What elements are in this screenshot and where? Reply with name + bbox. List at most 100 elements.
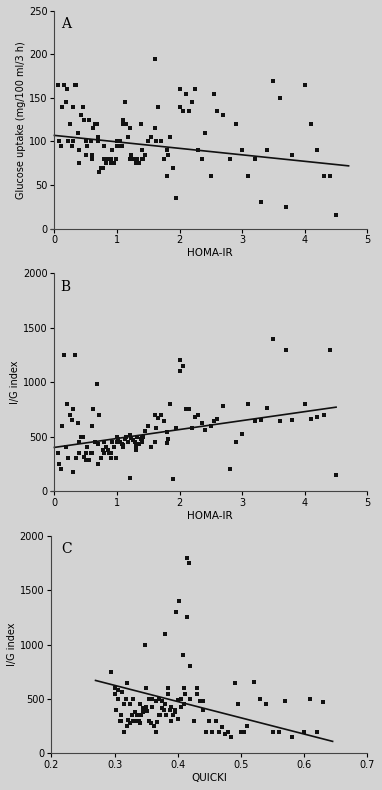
Point (269, 725, 275, 738)
Point (95, 438, 101, 450)
Point (288, 731, 295, 743)
Point (209, 725, 215, 738)
Point (130, 714, 136, 727)
Point (186, 557, 192, 570)
Point (245, 397, 251, 410)
Point (81, 114, 87, 126)
Point (108, 446, 114, 459)
Point (233, 435, 239, 448)
Point (76, 144, 83, 156)
Point (289, 149, 295, 161)
Point (67, 408, 73, 421)
Point (115, 432, 121, 445)
Point (172, 705, 178, 718)
Point (164, 437, 170, 450)
Point (178, 700, 184, 713)
Point (140, 702, 146, 714)
Point (238, 725, 244, 738)
Point (111, 441, 117, 453)
Point (139, 435, 145, 448)
Point (276, 725, 282, 738)
Point (142, 149, 148, 161)
Point (251, 675, 257, 688)
Point (158, 135, 164, 148)
Y-axis label: I/G index: I/G index (7, 623, 17, 666)
Point (140, 152, 146, 165)
Point (64, 83, 70, 96)
Point (161, 704, 167, 717)
Point (308, 693, 314, 705)
Point (133, 443, 139, 456)
Point (187, 660, 193, 672)
Point (126, 122, 133, 135)
Point (100, 443, 106, 456)
Point (98, 161, 104, 174)
Point (222, 728, 228, 740)
Point (134, 714, 140, 727)
Point (302, 78, 308, 91)
Point (102, 140, 108, 152)
Point (133, 157, 139, 170)
Point (128, 431, 134, 444)
Point (136, 714, 142, 727)
Point (94, 118, 100, 130)
Point (158, 408, 164, 421)
Point (96, 408, 102, 421)
Point (98, 452, 104, 465)
Point (120, 118, 126, 130)
Point (63, 96, 69, 109)
Point (159, 702, 165, 714)
Point (84, 441, 90, 453)
Point (192, 411, 198, 423)
Point (121, 432, 128, 445)
Point (95, 457, 101, 470)
Point (164, 426, 170, 438)
Point (173, 606, 180, 619)
Point (199, 152, 205, 165)
Point (70, 135, 76, 148)
Point (134, 152, 140, 165)
Point (189, 96, 195, 109)
Point (89, 149, 95, 161)
Point (225, 725, 231, 738)
Point (152, 435, 158, 448)
Point (124, 676, 130, 689)
Point (140, 705, 146, 718)
Point (83, 135, 89, 148)
Point (194, 682, 200, 694)
Point (178, 693, 184, 705)
Point (157, 709, 163, 721)
Point (87, 135, 94, 148)
Point (152, 725, 159, 738)
Point (167, 131, 173, 144)
Point (301, 725, 307, 738)
Point (108, 665, 114, 678)
Point (175, 694, 181, 706)
Point (211, 88, 217, 100)
Point (213, 714, 219, 727)
Point (264, 402, 270, 415)
Point (89, 152, 95, 165)
X-axis label: HOMA-IR: HOMA-IR (186, 248, 232, 258)
Point (175, 713, 181, 725)
Point (61, 348, 67, 361)
Point (163, 709, 169, 721)
Point (75, 126, 81, 139)
Point (120, 441, 126, 453)
Point (173, 192, 180, 205)
Point (152, 122, 158, 135)
Point (120, 439, 126, 452)
Point (139, 152, 145, 165)
Point (282, 694, 288, 707)
Point (165, 687, 171, 700)
Point (161, 415, 167, 427)
Point (142, 638, 148, 651)
Point (320, 170, 327, 182)
Point (186, 105, 192, 118)
Point (105, 443, 111, 456)
Point (241, 725, 247, 738)
Point (314, 411, 320, 423)
Point (333, 209, 339, 222)
Point (145, 419, 151, 432)
Point (83, 446, 89, 459)
